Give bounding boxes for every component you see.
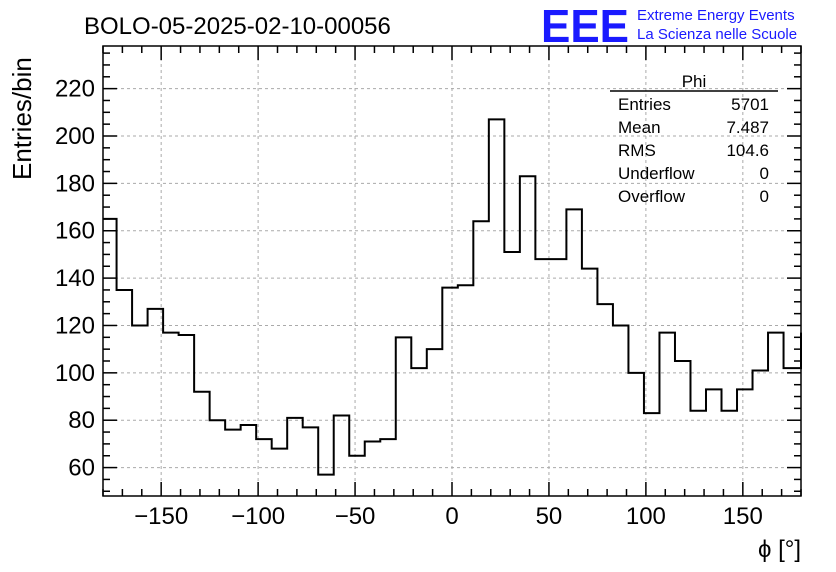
x-tick-label: −100 bbox=[231, 503, 285, 530]
y-tick-label: 140 bbox=[55, 265, 95, 292]
x-tick-label: −150 bbox=[134, 503, 188, 530]
logo-tagline-1: Extreme Energy Events bbox=[637, 7, 795, 24]
x-tick-label: −50 bbox=[335, 503, 376, 530]
stats-label: RMS bbox=[618, 141, 656, 160]
x-tick-label: 0 bbox=[445, 503, 458, 530]
stats-value: 104.6 bbox=[726, 141, 769, 160]
y-tick-label: 80 bbox=[68, 407, 95, 434]
stats-value: 0 bbox=[760, 164, 769, 183]
y-tick-label: 60 bbox=[68, 455, 95, 482]
stats-box: Phi Entries 5701 Mean 7.487 RMS 104.6 Underflo… bbox=[610, 72, 778, 206]
stats-value: 0 bbox=[760, 187, 769, 206]
y-tick-label: 120 bbox=[55, 312, 95, 339]
x-tick-label: 50 bbox=[536, 503, 563, 530]
y-tick-label: 100 bbox=[55, 360, 95, 387]
y-tick-label: 160 bbox=[55, 218, 95, 245]
grid-lines bbox=[103, 46, 801, 496]
x-tick-label: 150 bbox=[723, 503, 763, 530]
x-tick-label: 100 bbox=[626, 503, 666, 530]
stats-box-title: Phi bbox=[682, 72, 707, 91]
y-tick-label: 200 bbox=[55, 123, 95, 150]
y-axis-label: Entries/bin bbox=[7, 57, 37, 180]
x-axis-label: ϕ [°] bbox=[758, 536, 801, 563]
run-title: BOLO-05-2025-02-10-00056 bbox=[84, 13, 391, 40]
stats-label: Overflow bbox=[618, 187, 686, 206]
y-tick-label: 180 bbox=[55, 170, 95, 197]
stats-label: Entries bbox=[618, 95, 671, 114]
eee-logo: EEE bbox=[541, 0, 629, 52]
stats-label: Underflow bbox=[618, 164, 695, 183]
stats-value: 7.487 bbox=[726, 118, 769, 137]
histogram-bars bbox=[103, 118, 802, 476]
tick-labels: −150 −100 −50 0 50 100 150 60 80 100 120 140 160 180 2… bbox=[55, 76, 763, 530]
histogram-line bbox=[103, 118, 802, 476]
stats-label: Mean bbox=[618, 118, 661, 137]
logo-tagline-2: La Scienza nelle Scuole bbox=[637, 26, 797, 43]
y-tick-label: 220 bbox=[55, 76, 95, 103]
axis-ticks bbox=[102, 46, 802, 496]
stats-value: 5701 bbox=[731, 95, 769, 114]
